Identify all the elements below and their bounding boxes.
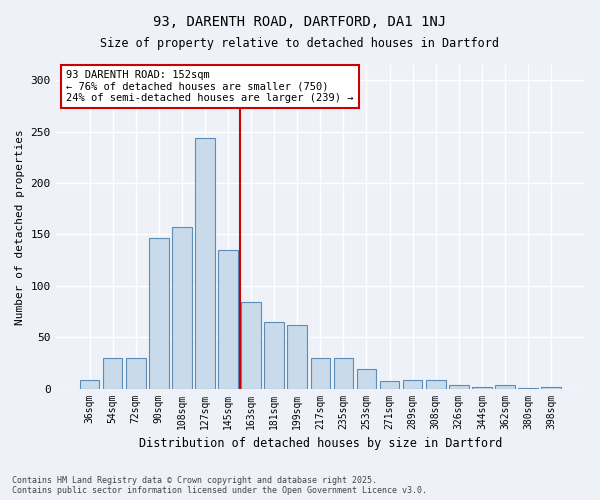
Bar <box>218 250 238 388</box>
Bar <box>265 322 284 388</box>
Bar <box>287 325 307 388</box>
Bar <box>80 380 100 388</box>
Bar <box>472 386 492 388</box>
Bar <box>126 358 146 388</box>
Bar <box>103 358 122 388</box>
Bar <box>311 358 330 388</box>
X-axis label: Distribution of detached houses by size in Dartford: Distribution of detached houses by size … <box>139 437 502 450</box>
Bar <box>195 138 215 388</box>
Bar <box>356 369 376 388</box>
Text: 93 DARENTH ROAD: 152sqm
← 76% of detached houses are smaller (750)
24% of semi-d: 93 DARENTH ROAD: 152sqm ← 76% of detache… <box>66 70 354 103</box>
Bar <box>495 386 515 388</box>
Bar <box>541 386 561 388</box>
Bar <box>172 228 191 388</box>
Text: Contains HM Land Registry data © Crown copyright and database right 2025.
Contai: Contains HM Land Registry data © Crown c… <box>12 476 427 495</box>
Text: 93, DARENTH ROAD, DARTFORD, DA1 1NJ: 93, DARENTH ROAD, DARTFORD, DA1 1NJ <box>154 15 446 29</box>
Y-axis label: Number of detached properties: Number of detached properties <box>15 129 25 324</box>
Bar <box>380 382 400 388</box>
Bar <box>334 358 353 388</box>
Bar <box>426 380 446 388</box>
Bar <box>403 380 422 388</box>
Bar <box>241 302 261 388</box>
Bar <box>149 238 169 388</box>
Bar <box>449 386 469 388</box>
Text: Size of property relative to detached houses in Dartford: Size of property relative to detached ho… <box>101 38 499 51</box>
